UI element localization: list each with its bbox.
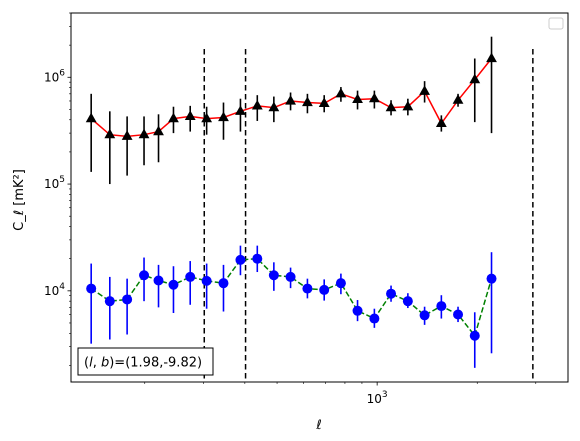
data-point <box>168 279 179 290</box>
data-point <box>201 112 213 123</box>
annotation-sep: , <box>93 356 101 371</box>
data-point <box>302 283 313 294</box>
data-point <box>402 296 413 307</box>
data-point <box>435 117 447 127</box>
data-point <box>419 85 430 95</box>
data-point <box>85 112 97 123</box>
series-1 <box>85 36 497 185</box>
axis-ticks: 104 105 106 103 <box>44 12 537 406</box>
data-point <box>235 254 246 265</box>
data-point <box>153 125 164 136</box>
data-point <box>122 294 133 305</box>
data-point <box>235 105 246 115</box>
data-point <box>218 278 229 289</box>
data-point <box>168 112 179 123</box>
annotation-l: l <box>89 356 93 371</box>
data-point <box>86 283 97 294</box>
data-point <box>386 288 397 299</box>
y-axis-label: C_ℓ [mK²] <box>12 169 27 231</box>
data-point <box>201 275 212 286</box>
annotation-box: (l, b)=(1.98,-9.82) <box>77 347 214 376</box>
y-tick-label: 104 <box>44 282 65 298</box>
data-point <box>104 296 115 307</box>
data-point <box>486 52 497 63</box>
annotation-text: (l, b)=(1.98,-9.82) <box>84 356 202 371</box>
data-point <box>319 284 330 295</box>
data-point <box>369 313 380 324</box>
data-point <box>153 275 164 286</box>
data-point <box>251 99 263 110</box>
data-point <box>285 94 296 105</box>
annotation-values: )=(1.98,-9.82) <box>109 356 202 371</box>
vertical-lines <box>203 49 534 382</box>
series-layer <box>85 36 497 368</box>
data-point <box>385 101 397 112</box>
data-point <box>302 96 313 107</box>
data-point <box>139 270 150 281</box>
legend-box <box>548 17 564 30</box>
data-point <box>469 330 480 341</box>
data-point <box>268 270 279 281</box>
y-tick-label: 105 <box>44 175 65 191</box>
data-point <box>252 253 263 264</box>
x-tick-label: 103 <box>367 390 388 406</box>
data-point <box>318 97 330 107</box>
data-point <box>452 94 464 104</box>
data-point <box>121 130 133 140</box>
data-point <box>138 128 150 139</box>
data-point <box>268 101 280 112</box>
data-point <box>486 273 497 284</box>
plot-frame <box>70 12 569 383</box>
y-tick-label: 106 <box>44 68 65 84</box>
data-point <box>453 309 464 320</box>
data-point <box>185 271 196 282</box>
data-point <box>469 73 481 84</box>
data-point <box>368 92 380 103</box>
data-point <box>285 271 296 282</box>
data-point <box>335 87 347 98</box>
data-point <box>352 93 363 104</box>
data-point <box>218 111 229 122</box>
data-point <box>335 278 346 289</box>
x-axis-label: ℓ <box>315 418 321 433</box>
data-point <box>402 100 414 111</box>
data-point <box>184 110 196 121</box>
data-point <box>104 128 116 139</box>
data-point <box>352 305 363 316</box>
data-point <box>436 301 447 312</box>
series-2 <box>86 245 497 368</box>
data-point <box>419 310 430 321</box>
annotation-b: b <box>101 356 109 371</box>
